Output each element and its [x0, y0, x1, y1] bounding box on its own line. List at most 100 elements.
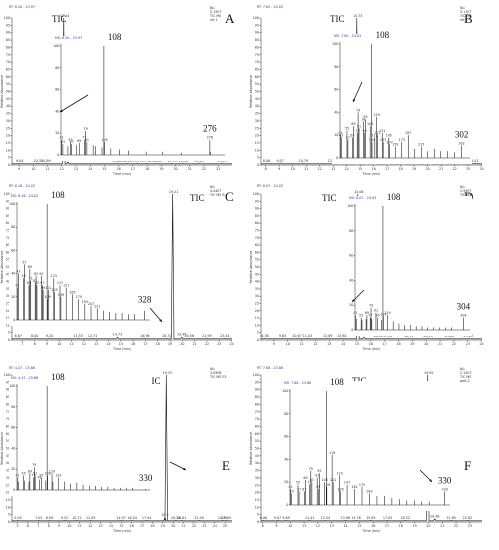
minor-peak-label: 20.56: [185, 334, 194, 338]
x-tick-label: 9: [275, 524, 277, 528]
ms-bar-label: 55: [22, 274, 26, 278]
y-tick-label: 15: [255, 141, 259, 145]
y-tick-label: 55: [255, 82, 259, 86]
y-tick-label: 40: [255, 280, 259, 284]
x-tick-label: 17: [385, 524, 389, 528]
y-tick-label: 90: [6, 388, 10, 392]
x-tick-label: 12: [313, 342, 317, 346]
minor-peak-label: 8.00: [31, 334, 38, 338]
ms-y-tick-label: 60: [55, 88, 59, 92]
y-tick-label: 100: [4, 16, 10, 20]
y-tick-label: 60: [255, 75, 259, 79]
minor-peak-label: 18.32: [400, 516, 409, 520]
ms-inset-header: MS: 8.50 - 23.97: [55, 36, 82, 40]
y-tick-label: 10: [6, 323, 10, 327]
ms-bar-label: 119: [384, 311, 390, 315]
ms-bar-label: 69: [303, 476, 307, 480]
ms-bar-label: 79: [356, 108, 360, 112]
minor-peak-label: 25.09: [221, 516, 230, 520]
panel-letter: A: [225, 11, 235, 26]
ms-inset-background: [9, 194, 152, 326]
y-tick-label: 30: [6, 119, 10, 123]
x-tick-label: 14: [109, 524, 113, 528]
ms-bar-label: 105: [322, 478, 328, 482]
y-tick-label: 75: [255, 410, 259, 414]
rt-range-header: RT: 4.47 - 25.66: [9, 366, 35, 370]
ms-bar-label: 115: [372, 133, 378, 137]
ms-bar-label: 304: [460, 314, 466, 318]
x-tick-label: 23: [466, 167, 470, 171]
ms-bar-label: 99: [41, 286, 45, 290]
x-tick-label: 11: [45, 167, 49, 171]
y-tick-label: 40: [6, 104, 10, 108]
minor-peak-label: 22.49: [194, 516, 203, 520]
minor-peak-label: 20.46: [430, 515, 439, 519]
y-tick-label: 0: [257, 163, 259, 167]
ms-bar-label: 137: [57, 281, 63, 285]
nl-info-text: 2.15E7: [210, 10, 222, 14]
ms-y-tick-label: 20: [11, 467, 15, 471]
y-tick-label: 10: [255, 323, 259, 327]
x-tick-label: 16: [131, 342, 135, 346]
x-tick-label: 13: [94, 342, 98, 346]
y-tick-label: 70: [6, 417, 10, 421]
ms-y-tick-label: 0: [351, 328, 353, 332]
ms-inset-header: MS: 6.16 - 24.03: [11, 194, 38, 198]
ms-bar-label: 145: [386, 133, 392, 137]
ms-bar-label: 133: [55, 474, 61, 478]
y-tick-label: 50: [6, 447, 10, 451]
minor-peak-label: 9.20: [46, 334, 53, 338]
y-tick-label: 5: [257, 513, 259, 517]
ms-ion-label: 108: [330, 377, 344, 387]
rt-range-header: RT: 6.16 - 24.03: [9, 184, 35, 188]
y-tick-label: 60: [255, 432, 259, 436]
y-tick-label: 65: [255, 243, 259, 247]
minor-peak-label: 19.75: [167, 159, 176, 163]
y-tick-label: 25: [6, 483, 10, 487]
ms-bar-label: 95: [39, 272, 43, 276]
y-tick-label: 100: [253, 192, 259, 196]
x-tick-label: 8: [34, 342, 36, 346]
minor-peak-label: 9.07: [276, 159, 283, 163]
x-tick-label: 21: [439, 167, 443, 171]
x-tick-label: 15: [102, 167, 106, 171]
ms-bar-label: 69: [28, 469, 32, 473]
minor-peak-label: 16.04: [127, 516, 136, 520]
minor-peak-label: 12.89: [323, 334, 332, 338]
ms-bar-label: 95: [375, 314, 379, 318]
tic-trace: [12, 193, 232, 340]
pointer-arrow: [352, 81, 363, 103]
ms-bar-label: 43: [61, 140, 65, 144]
minor-peak-label: 10.35: [34, 159, 43, 163]
y-axis-label: Relative Abundance: [249, 251, 253, 284]
ms-bar-label: 109: [369, 138, 375, 142]
x-tick-label: 22: [202, 167, 206, 171]
ms-bar-label: 41: [15, 284, 19, 288]
y-tick-label: 75: [6, 229, 10, 233]
minor-peak-label: 8.06: [260, 516, 267, 520]
ms-ion-label: 108: [51, 372, 65, 382]
x-tick-label: 18: [145, 167, 149, 171]
y-tick-label: 65: [6, 243, 10, 247]
x-tick-label: 23: [466, 342, 470, 346]
tic-trace: [261, 193, 482, 340]
minor-peak-label: 8.36: [261, 334, 268, 338]
ms-bar-label: 121: [374, 131, 380, 135]
x-tick-label: 22: [454, 524, 458, 528]
nl-info-text: TIC MS: [459, 193, 471, 197]
y-tick-label: 35: [255, 112, 259, 116]
ms-y-tick-label: 80: [55, 66, 59, 70]
x-tick-label: 17: [385, 167, 389, 171]
y-tick-label: 20: [6, 309, 10, 313]
x-tick-label: 15: [119, 524, 123, 528]
y-tick-label: 45: [6, 272, 10, 276]
minor-peak-label: 16.56: [122, 159, 131, 163]
y-tick-label: 30: [255, 294, 259, 298]
x-tick-label: 16: [372, 167, 376, 171]
y-tick-label: 0: [257, 338, 259, 342]
y-tick-label: 40: [255, 104, 259, 108]
minor-peak-label: 16.52: [373, 334, 382, 338]
x-tick-label: 20: [424, 342, 428, 346]
pointer-arrow-head: [352, 99, 356, 102]
